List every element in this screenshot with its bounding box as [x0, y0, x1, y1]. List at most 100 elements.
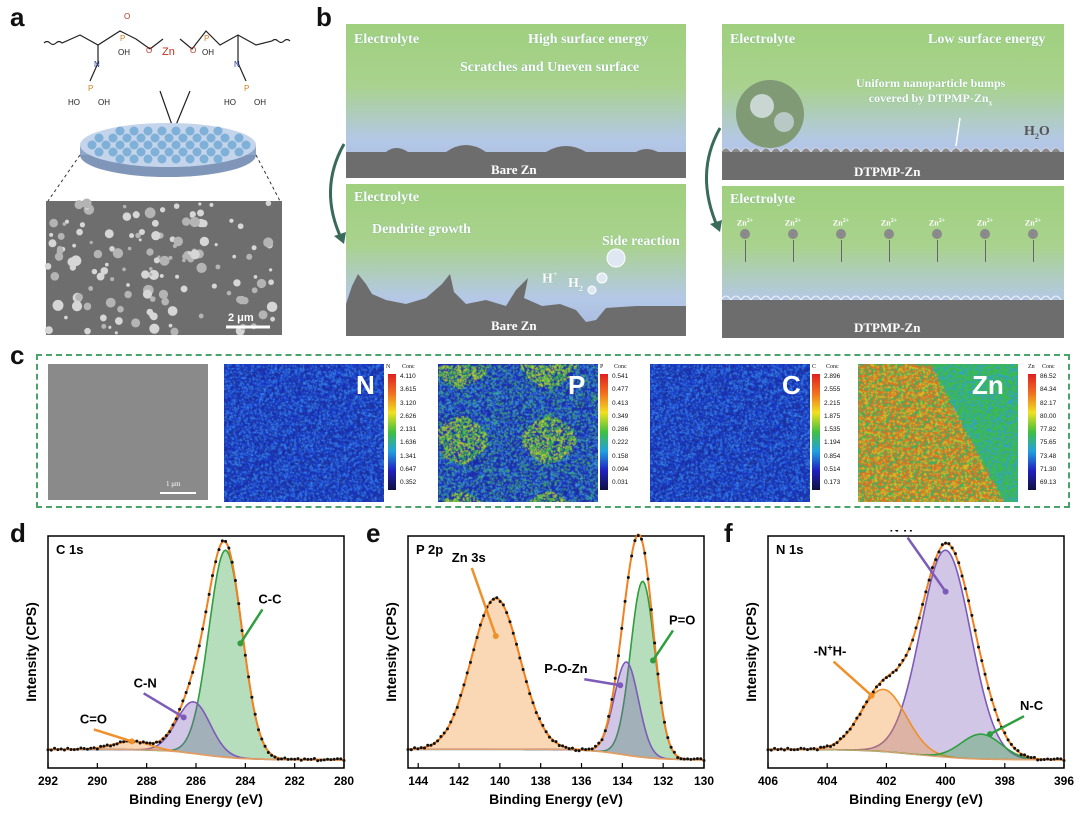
peak-fill	[48, 741, 344, 760]
data-point	[1032, 755, 1036, 759]
sem-grain	[64, 315, 68, 320]
data-point	[115, 742, 119, 746]
sem-grain	[181, 217, 191, 226]
zn-ion-arrow	[984, 239, 986, 262]
dendrite-surface	[346, 248, 686, 336]
colorbar-value: 2.555	[824, 386, 841, 394]
disc-bump	[115, 154, 125, 164]
surface-bump	[722, 147, 732, 153]
data-point	[515, 642, 519, 646]
sem-grain	[110, 277, 115, 282]
data-point	[812, 746, 816, 750]
disc-bump	[157, 140, 167, 150]
data-point	[49, 748, 53, 752]
sem-grain	[132, 211, 140, 219]
data-point	[135, 739, 139, 743]
disc-bump	[234, 133, 244, 143]
surface-bump	[1040, 295, 1052, 301]
bumps-label: Uniform nanoparticle bumps covered by DT…	[856, 76, 1006, 108]
sem-grain	[44, 326, 53, 335]
sem-grain	[266, 301, 278, 313]
surface-bump	[900, 295, 912, 301]
sem-grain	[138, 228, 145, 236]
sem-grain	[112, 248, 124, 259]
x-tick-label: 292	[38, 774, 58, 788]
data-point	[429, 743, 433, 747]
data-point	[508, 620, 512, 624]
data-point	[815, 748, 819, 752]
zn-ion-ball	[884, 228, 894, 239]
data-point	[809, 747, 813, 751]
peak-arrow	[93, 728, 133, 743]
sem-grain	[129, 233, 135, 239]
cbar-n-title: N	[386, 364, 391, 370]
sem-grain	[135, 232, 141, 239]
data-point	[672, 750, 676, 754]
sem-grain	[158, 289, 169, 300]
data-point	[1023, 753, 1027, 757]
sem-grain	[83, 302, 92, 311]
surface-bump	[1050, 295, 1062, 301]
surface-bump	[730, 147, 742, 153]
surface-bump	[850, 295, 862, 301]
colorbar-value: 84.34	[1040, 386, 1057, 394]
disc-bump	[129, 154, 139, 164]
data-point	[828, 744, 832, 748]
mol-p1: P	[120, 34, 125, 43]
disc-bump	[143, 140, 153, 150]
data-point	[865, 700, 869, 704]
colorbar-value: 0.413	[612, 399, 629, 407]
x-axis-title: Binding Energy (eV)	[129, 791, 263, 807]
data-point	[640, 537, 644, 541]
sem-grain	[146, 248, 154, 256]
data-point	[439, 735, 443, 739]
data-point	[682, 757, 686, 761]
colorbar-value: 2.626	[400, 412, 417, 420]
data-point	[878, 682, 882, 686]
colorbar-value: 77.82	[1040, 426, 1057, 434]
xps-chart-c1s: 292 290 288 286 284 282 280 Binding Energy (eV)…	[23, 535, 354, 807]
surface-bump	[750, 147, 762, 153]
data-point	[973, 628, 977, 632]
sem-grain	[167, 306, 178, 316]
colorbar-value: 0.173	[824, 479, 841, 487]
data-point	[584, 747, 588, 751]
surface-bump	[970, 147, 982, 153]
bare-zn-label: Bare Zn	[491, 318, 537, 333]
data-point	[689, 757, 693, 761]
data-point	[164, 734, 168, 738]
sem-grain	[263, 237, 274, 248]
data-point	[488, 600, 492, 604]
peak-fill	[48, 701, 344, 760]
sem-grain	[56, 245, 63, 252]
data-point	[766, 748, 770, 752]
xps-chart-p2p: 144 142 140 138 136 134 132 130 Binding Energy (…	[383, 533, 714, 807]
sem-grain	[149, 296, 156, 302]
box-bare-zn-cycled: Electrolyte Dendrite growth Side reactio…	[346, 184, 686, 336]
disc-bump	[199, 126, 209, 136]
surface-bump	[1000, 295, 1012, 301]
panel-label-f: f	[724, 518, 733, 548]
colorbar-value: 0.541	[612, 373, 629, 380]
data-point	[187, 681, 191, 685]
data-point	[699, 757, 703, 761]
colorbar-zn-values: 86.52 84.34 82.17 80.00 77.82 75.65 73.48 71.30…	[1040, 370, 1056, 490]
surface-bump	[780, 147, 792, 153]
data-point	[1009, 742, 1013, 746]
data-point	[332, 757, 336, 761]
sem-grain	[131, 318, 141, 328]
zn-ion: Zn2+	[730, 218, 760, 262]
data-point	[247, 675, 251, 679]
cbar-c-conc: Conc	[826, 364, 839, 370]
data-point	[505, 611, 509, 615]
surface-bump	[1030, 147, 1042, 153]
eds-map-zn	[858, 364, 1018, 502]
data-point	[934, 558, 938, 562]
core-level-label: P 2p	[416, 542, 443, 557]
disc-bump	[171, 140, 181, 150]
sem-grain	[122, 267, 126, 272]
surface-bump	[880, 295, 892, 301]
data-point	[967, 599, 971, 603]
panel-label-c: c	[10, 340, 25, 370]
data-point	[422, 746, 426, 750]
